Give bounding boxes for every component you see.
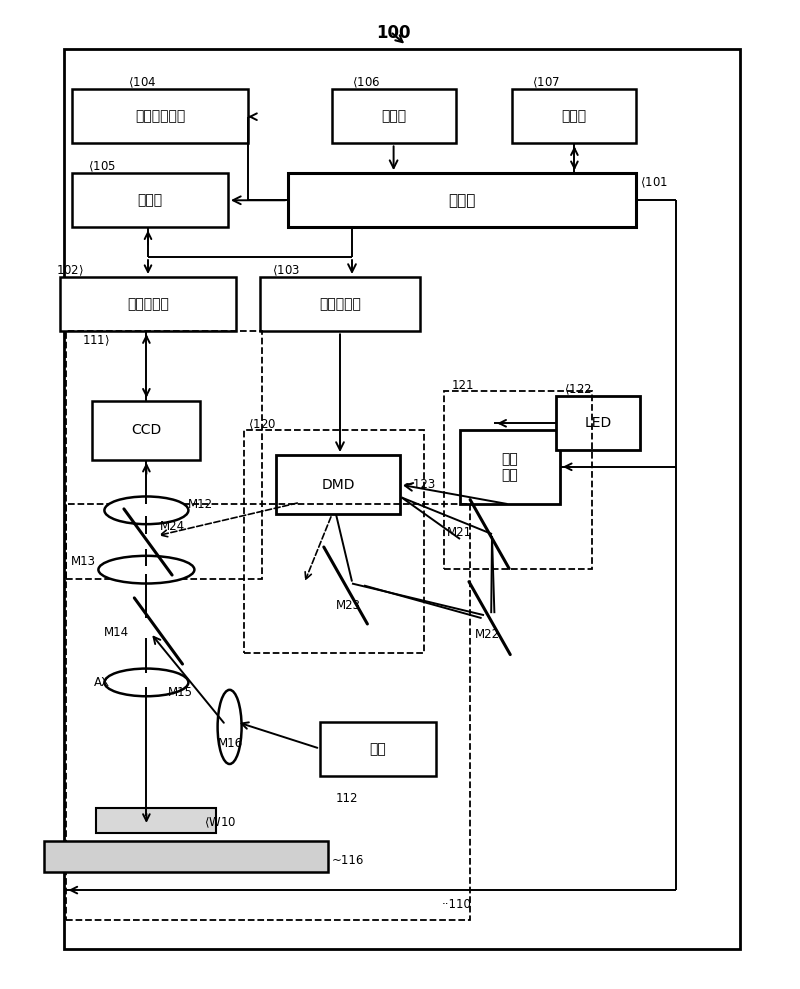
Ellipse shape xyxy=(98,556,194,584)
Text: 102$\rangle$: 102$\rangle$ xyxy=(56,264,84,278)
Bar xyxy=(66,331,262,579)
Ellipse shape xyxy=(104,669,189,696)
Text: $\langle$101: $\langle$101 xyxy=(640,176,668,190)
Text: AX: AX xyxy=(94,675,110,689)
Bar xyxy=(92,401,200,460)
Bar xyxy=(276,455,400,514)
Text: $\langle$122: $\langle$122 xyxy=(564,383,592,397)
Text: 输入部: 输入部 xyxy=(382,109,406,124)
Text: 100: 100 xyxy=(376,24,410,42)
Bar xyxy=(66,504,470,920)
Text: M22: M22 xyxy=(475,628,500,642)
Text: 区域设定部: 区域设定部 xyxy=(319,297,361,312)
Text: $\langle$104: $\langle$104 xyxy=(128,76,156,90)
Bar xyxy=(72,89,248,143)
Ellipse shape xyxy=(218,690,242,764)
Bar xyxy=(72,173,228,227)
Text: 111$\rangle$: 111$\rangle$ xyxy=(82,334,110,348)
Text: ··110: ··110 xyxy=(442,898,471,912)
Text: M16: M16 xyxy=(218,737,242,751)
Text: M24: M24 xyxy=(160,519,185,533)
Text: $\langle$103: $\langle$103 xyxy=(272,264,300,278)
Text: $\langle$107: $\langle$107 xyxy=(532,76,560,90)
Text: 显示部: 显示部 xyxy=(138,193,162,208)
Text: CCD: CCD xyxy=(131,423,161,437)
Text: 121: 121 xyxy=(452,379,474,393)
Bar xyxy=(64,49,740,949)
Bar xyxy=(96,808,216,833)
Text: M15: M15 xyxy=(168,685,193,699)
Bar xyxy=(44,841,328,872)
Bar xyxy=(244,430,424,653)
Text: M21: M21 xyxy=(446,525,471,539)
Bar xyxy=(332,89,456,143)
Text: $\langle$105: $\langle$105 xyxy=(88,160,116,174)
Bar xyxy=(444,391,592,569)
Text: M23: M23 xyxy=(336,598,361,612)
Text: M13: M13 xyxy=(70,555,95,569)
Text: 载置台控制部: 载置台控制部 xyxy=(135,109,185,124)
Bar xyxy=(512,89,636,143)
Text: 控制部: 控制部 xyxy=(448,193,476,208)
Text: 存储部: 存储部 xyxy=(562,109,586,124)
Bar xyxy=(320,722,436,776)
Bar xyxy=(60,277,236,331)
Text: $\langle$W10: $\langle$W10 xyxy=(204,816,236,830)
Text: DMD: DMD xyxy=(322,478,354,492)
Bar xyxy=(260,277,420,331)
Text: $\langle$106: $\langle$106 xyxy=(352,76,380,90)
Text: 112: 112 xyxy=(336,791,358,805)
Text: ~116: ~116 xyxy=(332,854,364,867)
Bar xyxy=(288,173,636,227)
Ellipse shape xyxy=(104,496,189,524)
Text: M12: M12 xyxy=(188,497,213,511)
Text: 光源: 光源 xyxy=(370,742,386,757)
Text: 激光
光源: 激光 光源 xyxy=(502,452,518,483)
Text: 图像处理部: 图像处理部 xyxy=(127,297,169,312)
Bar xyxy=(556,396,640,450)
Text: M14: M14 xyxy=(104,626,129,640)
Text: LED: LED xyxy=(584,415,612,430)
Bar xyxy=(460,430,560,504)
Text: $\langle$120: $\langle$120 xyxy=(248,418,276,432)
Text: ~123: ~123 xyxy=(404,478,436,492)
